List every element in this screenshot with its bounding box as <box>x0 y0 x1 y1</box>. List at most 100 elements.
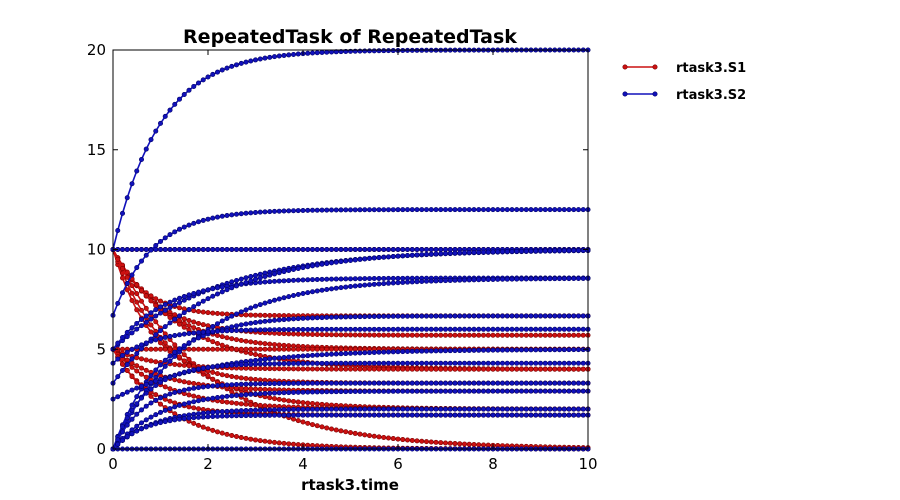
data-point <box>542 388 548 394</box>
data-point <box>476 313 482 319</box>
data-point <box>219 334 225 340</box>
data-point <box>404 279 410 285</box>
data-point <box>371 313 377 319</box>
data-point <box>153 392 159 398</box>
data-point <box>134 168 140 174</box>
data-point <box>300 406 306 412</box>
data-point <box>262 356 268 362</box>
data-point <box>134 299 140 305</box>
data-point <box>362 207 368 213</box>
data-point <box>238 381 244 387</box>
data-point <box>433 251 439 257</box>
data-point <box>295 331 301 337</box>
data-point <box>452 380 458 386</box>
data-point <box>153 421 159 427</box>
data-point <box>333 332 339 338</box>
data-point <box>300 366 306 372</box>
data-point <box>328 276 334 282</box>
data-point <box>234 327 240 333</box>
data-point <box>167 320 173 326</box>
data-point <box>238 276 244 282</box>
data-point <box>457 348 463 354</box>
data-point <box>471 326 477 332</box>
data-point <box>148 329 154 335</box>
data-point <box>186 323 192 329</box>
data-point <box>191 385 197 391</box>
data-point <box>381 332 387 338</box>
data-point <box>267 356 273 362</box>
data-point <box>158 409 164 415</box>
data-point <box>210 414 216 420</box>
data-point <box>328 326 334 332</box>
data-point <box>442 326 448 332</box>
data-point <box>234 362 240 368</box>
data-point <box>390 388 396 394</box>
data-point <box>295 399 301 405</box>
data-point <box>153 378 159 384</box>
data-point <box>120 391 126 397</box>
data-point <box>376 255 382 261</box>
data-point <box>495 207 501 213</box>
data-point <box>162 346 168 352</box>
data-point <box>528 332 534 338</box>
data-point <box>186 307 192 313</box>
data-point <box>395 275 401 281</box>
data-point <box>234 277 240 283</box>
data-point <box>267 412 273 418</box>
data-point <box>485 326 491 332</box>
data-point <box>186 386 192 392</box>
data-point <box>542 347 548 353</box>
data-point <box>495 326 501 332</box>
data-point <box>509 326 515 332</box>
data-point <box>452 360 458 366</box>
data-point <box>162 407 168 413</box>
data-point <box>504 406 510 412</box>
data-point <box>495 366 501 372</box>
data-point <box>447 313 453 319</box>
data-point <box>428 366 434 372</box>
data-point <box>153 243 159 249</box>
data-point <box>148 322 154 328</box>
y-tick-label: 0 <box>96 440 106 458</box>
data-point <box>442 360 448 366</box>
data-point <box>309 380 315 386</box>
data-point <box>229 389 235 395</box>
data-point <box>139 365 145 371</box>
data-point <box>300 353 306 359</box>
data-point <box>433 332 439 338</box>
data-point <box>276 342 282 348</box>
data-point <box>566 276 572 282</box>
data-point <box>490 380 496 386</box>
data-point <box>571 313 577 319</box>
data-point <box>177 378 183 384</box>
data-point <box>281 354 287 360</box>
data-point <box>200 424 206 430</box>
data-point <box>319 412 325 418</box>
data-point <box>533 366 539 372</box>
data-point <box>438 251 444 257</box>
data-point <box>442 412 448 418</box>
data-point <box>509 276 515 282</box>
data-point <box>528 248 534 254</box>
data-point <box>215 346 221 352</box>
data-point <box>314 326 320 332</box>
data-point <box>333 351 339 357</box>
data-point <box>433 207 439 213</box>
data-point <box>381 326 387 332</box>
data-point <box>181 316 187 322</box>
data-point <box>447 207 453 213</box>
data-point <box>466 326 472 332</box>
data-point <box>390 326 396 332</box>
data-point <box>552 276 558 282</box>
data-point <box>485 380 491 386</box>
data-point <box>575 332 581 338</box>
data-point <box>286 366 292 372</box>
data-point <box>537 366 543 372</box>
data-point <box>466 332 472 338</box>
data-point <box>276 327 282 333</box>
data-point <box>343 326 349 332</box>
data-point <box>262 438 268 444</box>
data-point <box>158 340 164 346</box>
data-point <box>419 388 425 394</box>
data-point <box>205 383 211 389</box>
